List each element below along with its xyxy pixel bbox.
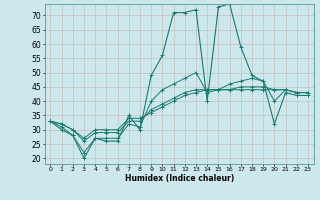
- X-axis label: Humidex (Indice chaleur): Humidex (Indice chaleur): [124, 174, 234, 183]
